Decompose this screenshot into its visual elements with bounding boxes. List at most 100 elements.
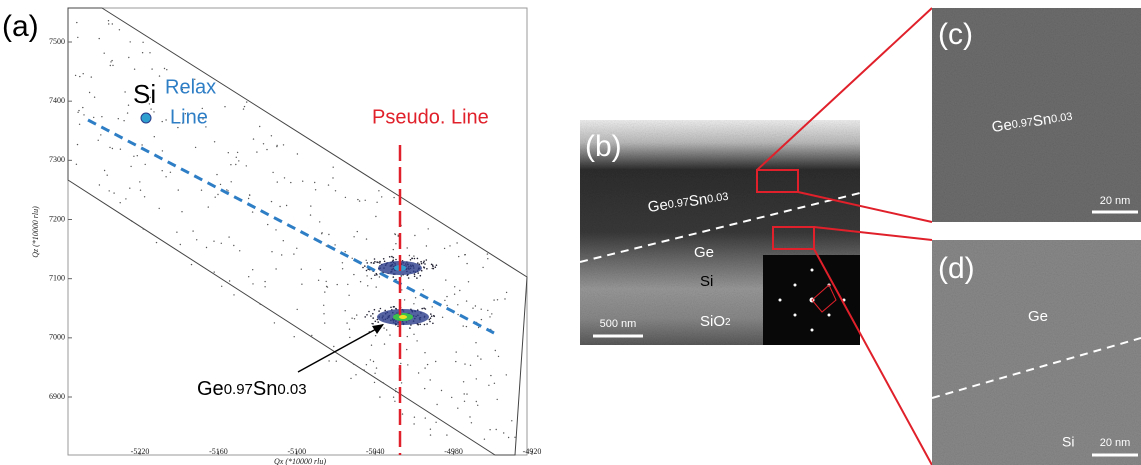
- noise-dot: [413, 334, 414, 335]
- noise-dot: [94, 97, 95, 98]
- noise-dot: [373, 262, 375, 264]
- panel-d: (d) Ge Si 20 nm: [932, 240, 1141, 465]
- y-axis-label: Qz (*10000 rlu): [31, 206, 40, 258]
- noise-dot: [378, 190, 379, 191]
- noise-dot: [77, 112, 78, 113]
- noise-dot: [476, 401, 477, 402]
- noise-dot: [296, 248, 297, 249]
- noise-dot: [489, 429, 490, 430]
- text: Ge: [197, 378, 224, 400]
- noise-dot: [424, 263, 426, 265]
- noise-dot: [433, 268, 435, 270]
- noise-dot: [497, 399, 498, 400]
- noise-dot: [362, 267, 364, 269]
- noise-dot: [159, 75, 160, 76]
- noise-dot: [130, 41, 131, 42]
- noise-dot: [415, 297, 416, 298]
- noise-dot: [477, 355, 478, 356]
- x-tick-label: -5220: [131, 447, 150, 456]
- noise-dot: [375, 216, 376, 217]
- noise-dot: [206, 247, 207, 248]
- noise-dot: [101, 116, 102, 117]
- pseudo-label: Pseudo. Line: [372, 106, 489, 128]
- noise-dot: [128, 57, 129, 58]
- noise-dot: [416, 277, 418, 279]
- noise-dot: [409, 327, 411, 329]
- noise-dot: [377, 321, 379, 323]
- noise-dot: [384, 310, 386, 312]
- y-tick-label: 7100: [49, 273, 65, 282]
- noise-dot: [98, 140, 99, 141]
- noise-dot: [424, 267, 426, 269]
- noise-dot: [275, 268, 276, 269]
- noise-dot: [381, 196, 382, 197]
- noise-dot: [137, 155, 138, 156]
- noise-dot: [400, 363, 401, 364]
- noise-dot: [352, 258, 353, 259]
- noise-dot: [165, 119, 166, 120]
- noise-dot: [159, 208, 160, 209]
- noise-dot: [221, 243, 222, 244]
- noise-dot: [445, 279, 446, 280]
- noise-dot: [481, 309, 482, 310]
- noise-dot: [386, 329, 387, 330]
- noise-dot: [76, 22, 77, 23]
- noise-dot: [393, 397, 394, 398]
- noise-dot: [89, 92, 90, 93]
- noise-dot: [496, 429, 497, 430]
- noise-dot: [393, 197, 394, 198]
- noise-dot: [371, 278, 372, 279]
- noise-dot: [379, 262, 381, 264]
- noise-dot: [366, 364, 367, 365]
- noise-dot: [471, 422, 472, 423]
- noise-dot: [376, 202, 377, 203]
- noise-dot: [426, 259, 428, 261]
- noise-dot: [383, 258, 385, 260]
- text: 0.03: [277, 381, 306, 398]
- noise-dot: [345, 197, 346, 198]
- text: 2: [725, 317, 731, 328]
- noise-dot: [238, 160, 239, 161]
- noise-dot: [436, 404, 437, 405]
- noise-dot: [359, 200, 360, 201]
- noise-dot: [506, 374, 507, 375]
- noise-dot: [368, 311, 370, 313]
- noise-dot: [476, 378, 477, 379]
- noise-dot: [376, 367, 377, 368]
- noise-dot: [375, 321, 377, 323]
- panel-label: (d): [938, 252, 975, 285]
- panel-b: (b) Ge0.97Sn0.03 Ge Si SiO2 500 nm: [580, 120, 860, 345]
- noise-dot: [79, 76, 80, 77]
- noise-dot: [466, 326, 467, 327]
- noise-dot: [446, 305, 447, 306]
- noise-dot: [482, 267, 483, 268]
- noise-dot: [457, 408, 458, 409]
- noise-dot: [428, 228, 429, 229]
- noise-dot: [449, 245, 450, 246]
- noise-dot: [332, 177, 333, 178]
- noise-dot: [466, 393, 467, 394]
- noise-dot: [333, 346, 334, 347]
- panel-label: (c): [938, 18, 973, 51]
- noise-dot: [78, 110, 79, 111]
- noise-dot: [441, 390, 442, 391]
- noise-dot: [191, 264, 192, 265]
- noise-dot: [407, 336, 408, 337]
- noise-dot: [201, 190, 202, 191]
- noise-dot: [424, 388, 425, 389]
- noise-dot: [407, 275, 409, 277]
- noise-dot: [144, 196, 145, 197]
- noise-dot: [227, 190, 228, 191]
- noise-dot: [374, 382, 375, 383]
- noise-dot: [370, 315, 372, 317]
- noise-dot: [271, 135, 272, 136]
- noise-dot: [463, 381, 464, 382]
- noise-dot: [430, 429, 431, 430]
- noise-dot: [112, 65, 113, 66]
- noise-dot: [379, 396, 380, 397]
- noise-dot: [91, 76, 92, 77]
- noise-dot: [353, 274, 354, 275]
- noise-dot: [426, 323, 428, 325]
- gesn-label: Ge0.97Sn0.03: [197, 378, 307, 400]
- noise-dot: [301, 269, 302, 270]
